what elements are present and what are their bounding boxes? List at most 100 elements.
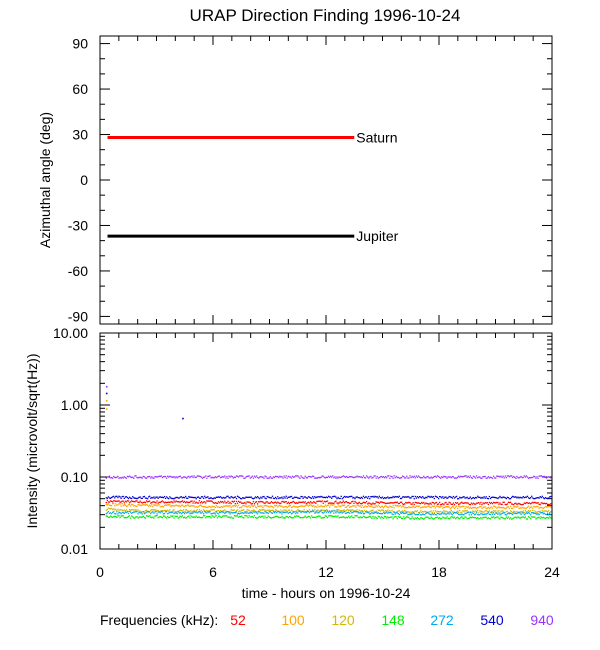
series-point xyxy=(324,496,327,499)
series-point xyxy=(416,510,419,512)
series-point xyxy=(222,497,224,499)
series-point xyxy=(353,517,355,519)
series-point xyxy=(437,510,440,513)
series-point xyxy=(113,511,115,513)
series-point xyxy=(354,476,356,478)
series-point xyxy=(505,516,507,518)
series-point xyxy=(544,505,547,508)
series-point xyxy=(476,517,478,520)
series-point xyxy=(189,513,191,515)
series-point xyxy=(531,516,533,518)
series-point xyxy=(495,496,497,499)
series-point xyxy=(393,511,395,514)
series-point xyxy=(137,497,139,499)
series-point xyxy=(295,502,297,505)
series-point xyxy=(124,496,126,498)
series-point xyxy=(403,503,405,506)
series-point xyxy=(498,517,500,519)
series-point xyxy=(300,475,302,477)
series-point xyxy=(259,515,261,518)
series-point xyxy=(291,517,294,519)
series-point xyxy=(528,512,531,515)
series-point xyxy=(508,518,511,520)
series-point xyxy=(276,502,278,504)
series-point xyxy=(506,513,509,515)
series-point xyxy=(373,512,375,514)
series-point xyxy=(238,475,241,477)
series-point xyxy=(387,516,389,518)
series-point xyxy=(273,504,276,507)
series-point xyxy=(347,501,350,504)
series-point xyxy=(203,513,205,515)
series-point xyxy=(441,513,443,515)
series-point xyxy=(433,505,436,507)
series-point xyxy=(320,509,322,511)
series-point xyxy=(396,510,398,513)
series-point xyxy=(322,517,324,519)
series-point xyxy=(413,503,415,506)
series-point xyxy=(105,501,107,504)
series-point xyxy=(212,512,214,514)
series-point xyxy=(319,477,321,479)
series-point xyxy=(168,516,170,519)
series-point xyxy=(487,498,489,500)
series-point xyxy=(455,511,458,513)
series-point xyxy=(179,515,182,517)
series-point xyxy=(478,518,480,520)
series-point xyxy=(270,512,273,514)
series-point xyxy=(165,496,168,498)
series-point xyxy=(484,513,486,515)
series-point xyxy=(376,475,378,478)
series-point xyxy=(446,477,448,479)
series-point xyxy=(129,501,132,503)
series-point xyxy=(224,509,226,511)
series-point xyxy=(297,475,299,477)
series-point xyxy=(496,516,498,518)
series-point xyxy=(534,476,536,478)
series-point xyxy=(121,476,123,479)
series-point xyxy=(147,505,150,507)
series-point xyxy=(470,476,473,479)
series-point xyxy=(381,501,384,503)
series-point xyxy=(296,511,298,513)
series-point xyxy=(281,513,283,515)
series-point xyxy=(226,505,228,507)
series-point xyxy=(527,497,530,499)
series-point xyxy=(398,505,401,507)
series-point xyxy=(390,506,392,508)
series-point xyxy=(181,497,184,499)
series-point xyxy=(346,502,349,504)
series-point xyxy=(236,475,239,477)
series-point xyxy=(109,507,112,510)
series-point xyxy=(174,501,176,503)
series-point xyxy=(413,506,415,509)
series-point xyxy=(479,496,481,499)
series-point xyxy=(209,506,211,508)
series-point xyxy=(395,505,397,507)
series-point xyxy=(217,506,220,508)
series-point xyxy=(451,511,453,513)
series-point xyxy=(446,503,448,505)
series-point xyxy=(525,512,528,514)
series-point xyxy=(192,505,194,507)
series-point xyxy=(483,503,485,505)
series-point xyxy=(480,477,482,479)
series-point xyxy=(431,496,433,499)
series-point xyxy=(119,496,121,498)
series-point xyxy=(346,476,349,479)
series-point xyxy=(301,516,303,519)
series-point xyxy=(251,510,253,512)
series-point xyxy=(214,497,216,499)
series-point xyxy=(482,497,484,499)
series-point xyxy=(145,503,148,506)
series-point xyxy=(156,514,158,517)
series-point xyxy=(532,511,534,514)
series-point xyxy=(146,501,149,503)
series-point xyxy=(222,515,224,517)
series-point xyxy=(310,502,313,504)
series-point xyxy=(243,517,245,519)
series-point xyxy=(394,504,396,507)
series-point xyxy=(418,496,421,498)
series-point xyxy=(416,476,419,478)
series-point xyxy=(383,477,386,479)
